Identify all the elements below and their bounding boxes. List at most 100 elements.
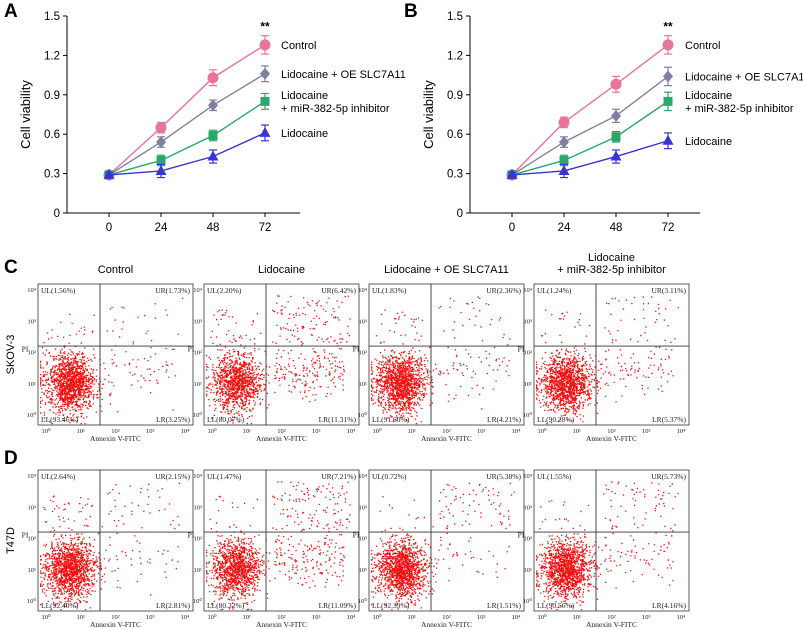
- data-point: [207, 72, 219, 84]
- data-point: [207, 150, 219, 161]
- data-point: [259, 39, 271, 51]
- data-point: [260, 67, 270, 80]
- flow-row-c: SKOV-3 Control UL(1.56%) UR(1.73%) LL(93.46%…: [5, 252, 690, 443]
- data-point: [663, 70, 673, 83]
- data-point: [259, 126, 271, 137]
- quadrant-ul-label: UL(0.72%): [372, 472, 407, 481]
- flow-x-label: Annexin V-FITC: [90, 434, 141, 443]
- data-point: [558, 116, 570, 128]
- y-tick-label: 0.9: [447, 90, 463, 102]
- flow-y-tick: 10¹: [524, 567, 533, 574]
- flow-x-label: Annexin V-FITC: [256, 620, 307, 629]
- series-line: [511, 140, 669, 176]
- flow-x-tick: 10³: [642, 428, 651, 435]
- flow-x-tick: 10⁴: [512, 428, 522, 435]
- quadrant-ll-label: LL(91.60%): [372, 415, 410, 424]
- legend-label: + miR-382-5p inhibitor: [281, 103, 390, 115]
- quadrant-lr-label: LR(2.81%): [156, 601, 190, 610]
- data-point: [662, 39, 674, 51]
- flow-x-tick: 10⁴: [677, 428, 687, 435]
- quadrant-lr-label: LR(4.21%): [487, 415, 521, 424]
- flow-x-tick: 10⁰: [207, 427, 217, 435]
- flow-y-tick: 10³: [194, 504, 203, 511]
- flow-plot-frame: [533, 283, 690, 426]
- flow-x-tick: 10⁰: [41, 613, 51, 621]
- x-tick-label: 0: [509, 222, 515, 234]
- flow-x-tick: 10²: [277, 614, 286, 621]
- flow-x-tick: 10¹: [77, 614, 86, 621]
- flow-y-tick: 10³: [194, 318, 203, 325]
- series-line: [108, 100, 266, 176]
- data-point: [559, 155, 569, 165]
- flow-y-tick: 10¹: [524, 381, 533, 388]
- flow-x-tick: 10¹: [573, 428, 582, 435]
- series-line: [108, 73, 266, 176]
- quadrant-ul-label: UL(1.55%): [537, 472, 572, 481]
- data-point: [662, 134, 674, 145]
- flow-x-tick: 10²: [442, 428, 451, 435]
- flow-x-tick: 10⁴: [181, 614, 191, 621]
- panel-label-c: C: [4, 257, 18, 278]
- data-point: [208, 99, 218, 112]
- flow-y-tick: 10³: [28, 318, 37, 325]
- flow-x-tick: 10⁴: [181, 428, 191, 435]
- flow-plot-frame: [37, 469, 194, 612]
- flow-plot-title: + miR-382-5p inhibitor: [557, 264, 666, 276]
- panel-label-b: B: [404, 1, 418, 22]
- x-tick-label: 0: [106, 222, 112, 234]
- flow-y-tick: 10⁰: [523, 597, 533, 605]
- flow-x-tick: 10³: [146, 614, 155, 621]
- flow-x-tick: 10¹: [243, 428, 252, 435]
- flow-y-tick: 10⁰: [523, 411, 533, 419]
- quadrant-lr-label: LR(1.51%): [487, 601, 521, 610]
- data-point: [260, 96, 270, 106]
- flow-y-tick: 10³: [524, 318, 533, 325]
- legend-label: Lidocaine: [281, 128, 328, 140]
- flow-plot-title: Lidocaine + OE SLC7A11: [384, 264, 509, 276]
- flow-x-tick: 10⁰: [372, 427, 382, 435]
- flow-x-label: Annexin V-FITC: [90, 620, 141, 629]
- flow-y-tick: 10³: [524, 504, 533, 511]
- flow-y-tick: 10⁴: [27, 287, 37, 294]
- quadrant-ur-label: UR(2.36%): [486, 286, 521, 295]
- quadrant-ur-label: UR(3.11%): [651, 286, 686, 295]
- flow-y-tick: 10²: [28, 350, 37, 357]
- y-tick-label: 0: [54, 208, 60, 220]
- series-line: [511, 75, 669, 176]
- quadrant-lr-label: LR(11.09%): [319, 601, 357, 610]
- flow-row-d: T47D UL(2.64%) UR(2.15%) LL(92.40%) LR(2.81%…: [5, 469, 690, 629]
- data-point: [208, 131, 218, 141]
- flow-y-label: PI: [22, 531, 29, 540]
- flow-events: [371, 296, 511, 425]
- flow-x-tick: 10⁴: [512, 614, 522, 621]
- quadrant-ur-label: UR(2.15%): [155, 472, 190, 481]
- data-point: [610, 78, 622, 90]
- data-point: [611, 132, 621, 142]
- quadrant-ul-label: UL(1.83%): [372, 286, 407, 295]
- x-tick-label: 72: [259, 222, 272, 234]
- flow-y-tick: 10⁰: [358, 597, 368, 605]
- flow-events: [536, 296, 679, 425]
- flow-x-tick: 10²: [111, 614, 120, 621]
- quadrant-ll-label: LL(93.46%): [41, 415, 79, 424]
- quadrant-lr-label: LR(5.37%): [652, 415, 686, 424]
- line-chart-a: 0 0.3 0.6 0.9 1.2 1.5 0 24 48 72 Cell viability Con…: [18, 11, 406, 234]
- y-tick-label: 1.2: [44, 50, 60, 62]
- data-point: [506, 168, 518, 179]
- series-line: [108, 44, 266, 176]
- flow-events: [40, 297, 184, 425]
- y-tick-label: 0.6: [447, 129, 463, 141]
- quadrant-ll-label: LL(90.28%): [537, 415, 575, 424]
- panel-label-a: A: [4, 1, 18, 22]
- flow-y-tick: 10¹: [28, 567, 37, 574]
- flow-x-tick: 10¹: [408, 428, 417, 435]
- flow-x-tick: 10⁰: [372, 613, 382, 621]
- flow-x-label: Annexin V-FITC: [421, 620, 472, 629]
- quadrant-ur-label: UR(1.73%): [155, 286, 190, 295]
- quadrant-ll-label: LL(80.22%): [207, 601, 245, 610]
- flow-x-tick: 10⁰: [537, 613, 547, 621]
- quadrant-ul-label: UL(1.47%): [207, 472, 242, 481]
- flow-events: [206, 481, 351, 611]
- flow-x-tick: 10¹: [243, 614, 252, 621]
- quadrant-ur-label: UR(6.42%): [321, 286, 356, 295]
